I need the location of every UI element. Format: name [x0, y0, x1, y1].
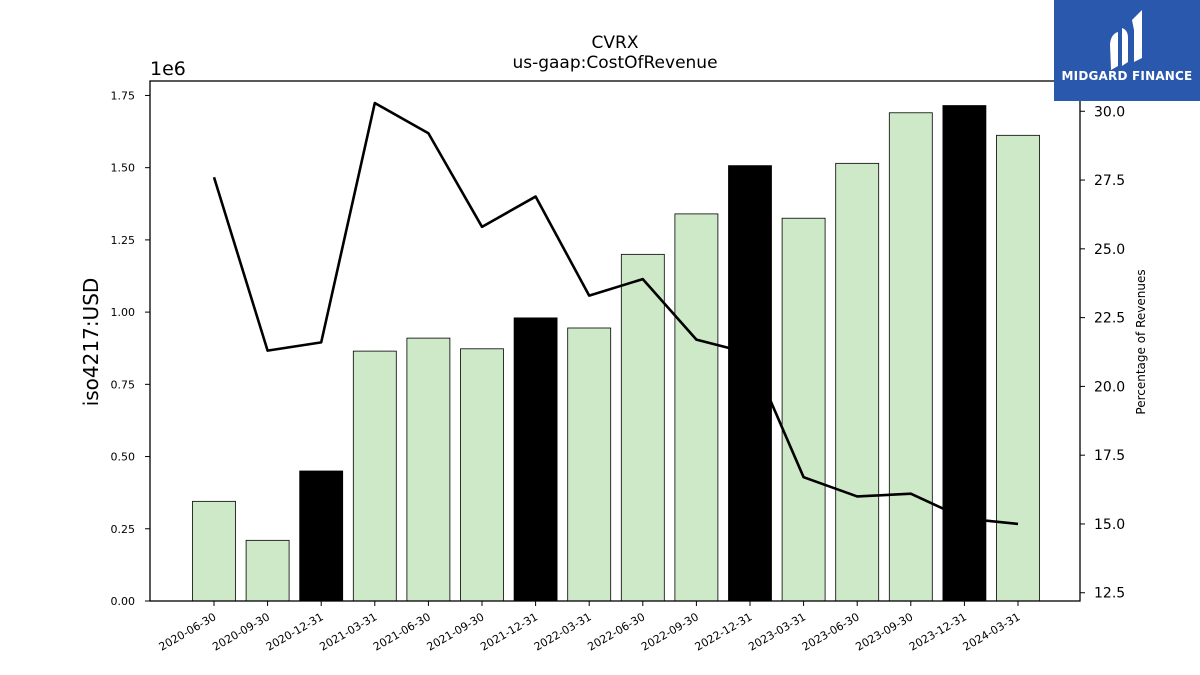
bar-2021-09-30	[460, 348, 504, 602]
y-tick-label: 1.00	[111, 306, 136, 319]
y-axis-label: iso4217:USD	[79, 278, 103, 407]
bar-2022-09-30	[674, 213, 719, 602]
y2-tick-label: 27.5	[1094, 173, 1125, 189]
y2-tick-label: 25.0	[1094, 242, 1125, 258]
bar-2020-12-31	[299, 470, 344, 602]
x-tick-label: 2023-09-30	[853, 610, 915, 653]
y-tick-label: 1.50	[111, 162, 136, 175]
y2-tick-label: 12.5	[1094, 586, 1125, 602]
logo-mark-icon	[1110, 10, 1142, 70]
y-tick-label: 0.50	[111, 451, 136, 464]
x-tick-label: 2023-12-31	[907, 610, 969, 653]
y-tick-label: 1.75	[111, 89, 136, 102]
bar-2022-03-31	[567, 327, 612, 602]
bar-2022-12-31	[728, 165, 772, 602]
percentage-line	[212, 101, 1019, 526]
y-tick-label: 1.25	[111, 234, 136, 247]
x-tick-label: 2023-03-31	[746, 610, 808, 653]
y2-tick-label: 17.5	[1094, 448, 1125, 464]
chart-title: CVRX	[592, 33, 639, 53]
x-tick-label: 2022-12-31	[693, 610, 755, 653]
x-tick-label: 2021-09-30	[425, 610, 487, 653]
y-tick-label: 0.25	[111, 523, 136, 536]
x-tick-label: 2021-12-31	[478, 610, 540, 653]
x-tick-label: 2020-12-31	[264, 610, 326, 653]
x-tick-label: 2020-06-30	[157, 610, 219, 653]
y-axis-offset: 1e6	[150, 58, 186, 80]
x-tick-label: 2022-06-30	[585, 610, 647, 653]
bar-2023-06-30	[835, 162, 880, 602]
y2-tick-label: 15.0	[1094, 517, 1125, 533]
x-tick-label: 2021-06-30	[371, 610, 433, 653]
y2-axis-label: Percentage of Revenues	[1134, 269, 1148, 414]
bar-2020-06-30	[192, 500, 236, 602]
plot-frame	[149, 80, 1081, 602]
bar-2021-03-31	[352, 350, 397, 602]
bar-2021-12-31	[513, 317, 558, 602]
line-layer	[212, 101, 1019, 526]
x-tick-label: 2024-03-31	[961, 610, 1023, 653]
x-tick-label: 2021-03-31	[317, 610, 379, 653]
bar-2023-03-31	[781, 217, 826, 602]
bar-2024-03-31	[996, 134, 1040, 602]
brand-logo: MIDGARD FINANCE	[1054, 0, 1200, 101]
y-tick-label: 0.00	[111, 595, 136, 608]
y2-tick-label: 30.0	[1094, 104, 1125, 120]
x-tick-label: 2020-09-30	[210, 610, 272, 653]
x-tick-label: 2022-03-31	[532, 610, 594, 653]
y2-tick-label: 20.0	[1094, 379, 1125, 395]
chart-subtitle: us-gaap:CostOfRevenue	[512, 53, 717, 73]
bars-layer	[192, 105, 1040, 602]
bar-2021-06-30	[406, 337, 451, 602]
bar-2023-12-31	[942, 105, 987, 602]
x-tick-label: 2022-09-30	[639, 610, 701, 653]
logo-text: MIDGARD FINANCE	[1061, 69, 1193, 83]
x-tick-label: 2023-06-30	[800, 610, 862, 653]
y-tick-label: 0.75	[111, 378, 136, 391]
bar-2020-09-30	[245, 539, 290, 602]
y2-tick-label: 22.5	[1094, 311, 1125, 327]
bar-2022-06-30	[620, 253, 665, 602]
bar-2023-09-30	[888, 112, 933, 602]
